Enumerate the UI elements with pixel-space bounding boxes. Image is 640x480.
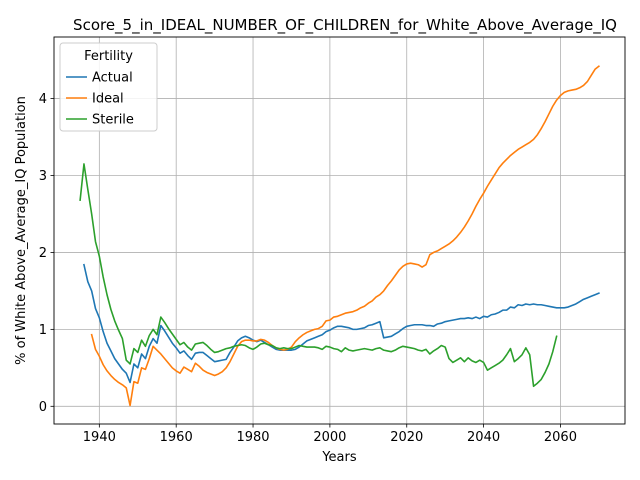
legend-items: Actual Ideal Sterile — [66, 71, 134, 128]
x-tick-label: 2040 — [467, 430, 500, 445]
y-axis-label: % of White Above_Average_IQ Population — [14, 96, 29, 365]
axis-ticks: 1940 1960 1980 2000 2020 2040 2060 0 1 2 3 4 — [39, 92, 577, 445]
x-tick-label: 1960 — [160, 430, 193, 445]
legend-label-ideal: Ideal — [92, 92, 124, 107]
legend-label-sterile: Sterile — [92, 113, 134, 128]
legend-label-actual: Actual — [92, 71, 133, 86]
legend-title: Fertility — [84, 49, 133, 64]
series-lines — [79, 65, 600, 407]
x-axis-label: Years — [321, 450, 357, 465]
gridlines — [54, 37, 625, 424]
series-line-actual — [83, 263, 600, 384]
series-line-sterile — [79, 163, 558, 388]
y-tick-label: 1 — [39, 323, 47, 338]
y-tick-label: 4 — [39, 92, 47, 107]
y-tick-label: 2 — [39, 246, 47, 261]
x-tick-label: 1980 — [236, 430, 269, 445]
x-tick-label: 1940 — [83, 430, 116, 445]
y-tick-label: 3 — [39, 169, 47, 184]
y-tick-label: 0 — [39, 400, 47, 415]
x-tick-label: 2020 — [390, 430, 423, 445]
legend-box — [59, 42, 158, 132]
plot-frame — [53, 36, 626, 425]
legend: Fertility Actual Ideal Sterile — [59, 42, 158, 132]
x-tick-label: 2000 — [313, 430, 346, 445]
series-line-ideal — [90, 65, 600, 407]
x-tick-label: 2060 — [544, 430, 577, 445]
chart-title: Score_5_in_IDEAL_NUMBER_OF_CHILDREN_for_… — [73, 16, 617, 35]
